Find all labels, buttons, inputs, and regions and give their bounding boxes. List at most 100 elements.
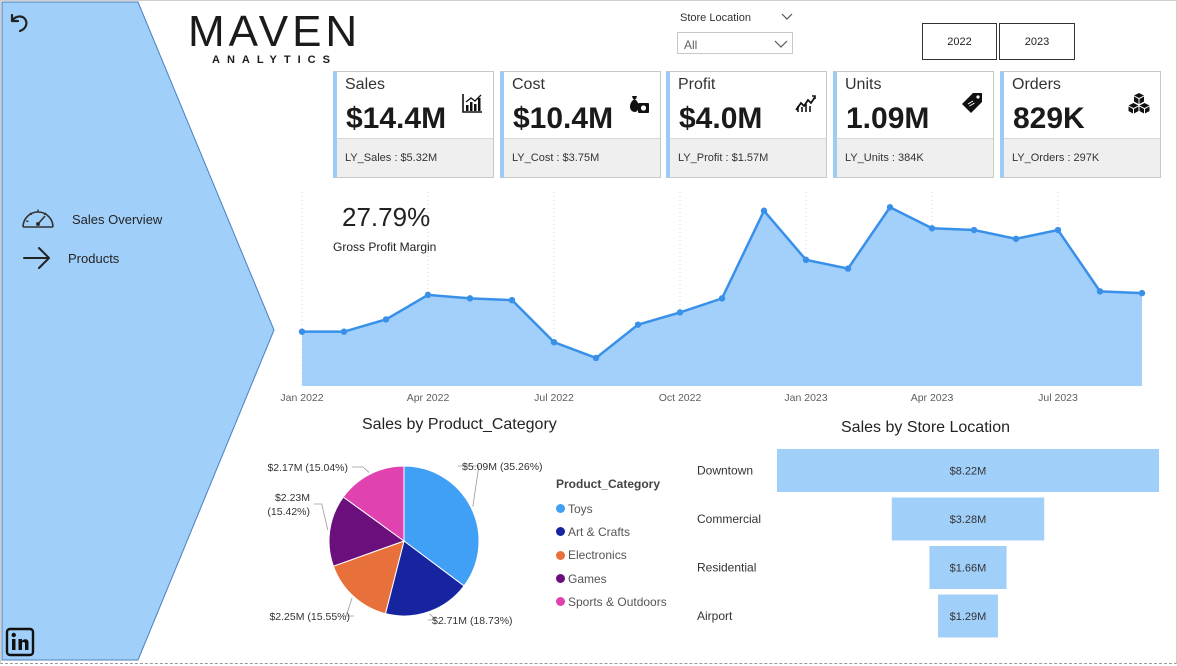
- kpi-label: Cost: [512, 76, 545, 93]
- legend-label: Toys: [568, 501, 593, 516]
- bar-value-label: $1.66M: [950, 563, 987, 575]
- pie-slice: [342, 465, 405, 542]
- kpi-last-year: LY_Profit : $1.57M: [670, 138, 826, 177]
- data-point: [802, 256, 810, 264]
- leader-line: [352, 466, 370, 473]
- legend-label: Games: [568, 571, 607, 586]
- bar: [929, 546, 1007, 589]
- x-tick-label: Jan 2022: [280, 392, 323, 404]
- area-fill: [302, 207, 1142, 386]
- leader-line: [314, 503, 329, 531]
- bar-value-label: $8.22M: [950, 466, 987, 478]
- data-point: [508, 296, 516, 304]
- data-point: [844, 265, 852, 272]
- bar-chart-icon: [462, 94, 482, 113]
- data-point: [886, 204, 894, 211]
- x-tick-label: Jul 2023: [1038, 392, 1078, 404]
- kpi-label: Units: [845, 76, 882, 93]
- kpi-last-year: LY_Cost : $3.75M: [504, 138, 660, 177]
- kpi-value: 1.09M: [846, 102, 930, 135]
- data-point: [718, 295, 726, 302]
- kpi-card-profit: Profit $4.0M LY_Profit : $1.57M: [666, 71, 827, 178]
- leader-line: [345, 597, 354, 617]
- leader-line: [458, 465, 480, 507]
- year-label-2023: 2023: [1024, 35, 1050, 48]
- x-tick-label: Jan 2023: [784, 392, 827, 404]
- legend-label: Sports & Outdoors: [568, 594, 667, 609]
- year-button-2023[interactable]: 2023: [999, 23, 1075, 60]
- x-tick-label: Apr 2023: [911, 392, 954, 404]
- data-point: [760, 207, 768, 214]
- slice-label: $2.17M (15.04%): [267, 462, 348, 474]
- slice-label: $2.23M: [275, 492, 310, 504]
- data-point: [1138, 289, 1146, 297]
- chevron-down-icon[interactable]: [781, 12, 793, 22]
- kpi-card-cost: Cost $10.4M LY_Cost : $3.75M: [500, 71, 661, 178]
- store-location-dropdown[interactable]: All: [677, 32, 793, 54]
- kpi-label: Profit: [678, 76, 716, 93]
- maven-analytics-logo: MAVEN ANALYTICS: [188, 7, 368, 67]
- data-point: [340, 328, 348, 335]
- legend-item[interactable]: Toys: [556, 497, 667, 520]
- kpi-label: Orders: [1012, 76, 1061, 93]
- category-label: Airport: [697, 609, 733, 623]
- dropdown-chevron-icon: [774, 40, 788, 48]
- legend-swatch: [556, 597, 565, 607]
- speedometer-icon: [22, 209, 54, 228]
- slice-label: (15.42%): [267, 506, 310, 518]
- data-point: [676, 309, 684, 316]
- pie-slice: [403, 465, 480, 587]
- legend-item[interactable]: Electronics: [556, 544, 667, 567]
- boxes-icon: [1128, 93, 1150, 114]
- bar: [891, 497, 1045, 541]
- pie-slice: [332, 540, 405, 615]
- store-location-value: All: [684, 38, 698, 52]
- store-location-funnel-chart: Downtown $8.22M Commercial $3.28M Residentia…: [697, 449, 1159, 638]
- nav-products-label: Products: [68, 250, 120, 266]
- kpi-card-sales: Sales $14.4M LY_Sales : $5.32M: [333, 71, 494, 178]
- logo-sub-text: ANALYTICS: [212, 54, 337, 66]
- legend-item[interactable]: Games: [556, 567, 667, 590]
- bar-chart-title: Sales by Store Location: [841, 419, 1010, 436]
- gross-profit-margin-value: 27.79%: [342, 202, 431, 232]
- legend-item[interactable]: Art & Crafts: [556, 520, 667, 543]
- data-point: [1096, 288, 1104, 295]
- trend-chart-icon: [795, 95, 816, 112]
- category-label: Residential: [697, 561, 756, 575]
- money-bag-icon: [629, 96, 649, 113]
- logo-main-text: MAVEN: [188, 7, 362, 56]
- kpi-last-year: LY_Orders : 297K: [1004, 138, 1160, 177]
- arrow-right-icon: [23, 247, 50, 269]
- kpi-label: Sales: [345, 76, 386, 93]
- data-point: [424, 291, 432, 299]
- data-point: [298, 328, 306, 335]
- pie-slice: [384, 540, 465, 617]
- kpi-last-year: LY_Units : 384K: [837, 138, 993, 177]
- kpi-value: $14.4M: [346, 102, 447, 135]
- data-point: [928, 225, 936, 232]
- pie-chart-title: Sales by Product_Category: [362, 416, 557, 433]
- legend-swatch: [556, 574, 565, 584]
- data-point: [466, 295, 474, 302]
- product-category-pie-chart: $5.09M (35.26%) $2.71M (18.73%) $2.25M (15…: [267, 461, 542, 627]
- data-point: [1054, 226, 1062, 234]
- x-tick-label: Jul 2022: [534, 392, 574, 404]
- legend-item[interactable]: Sports & Outdoors: [556, 590, 667, 613]
- x-tick-label: Apr 2022: [407, 392, 450, 404]
- year-button-2022[interactable]: 2022: [922, 23, 997, 60]
- nav-sales-overview[interactable]: Sales Overview: [20, 203, 162, 235]
- bar-value-label: $3.28M: [950, 514, 987, 526]
- slice-label: $2.25M (15.55%): [269, 611, 350, 623]
- data-point: [970, 226, 978, 234]
- linkedin-icon[interactable]: [5, 627, 35, 657]
- bar: [938, 594, 998, 638]
- gross-profit-margin-label: Gross Profit Margin: [333, 240, 437, 254]
- back-arrow-icon[interactable]: [6, 10, 32, 36]
- data-point: [382, 316, 390, 323]
- kpi-value: $4.0M: [679, 102, 763, 135]
- x-tick-label: Oct 2022: [659, 392, 702, 404]
- nav-products[interactable]: Products: [20, 244, 119, 272]
- data-point: [1012, 235, 1020, 242]
- bar-value-label: $1.29M: [950, 611, 987, 623]
- data-point: [634, 321, 642, 328]
